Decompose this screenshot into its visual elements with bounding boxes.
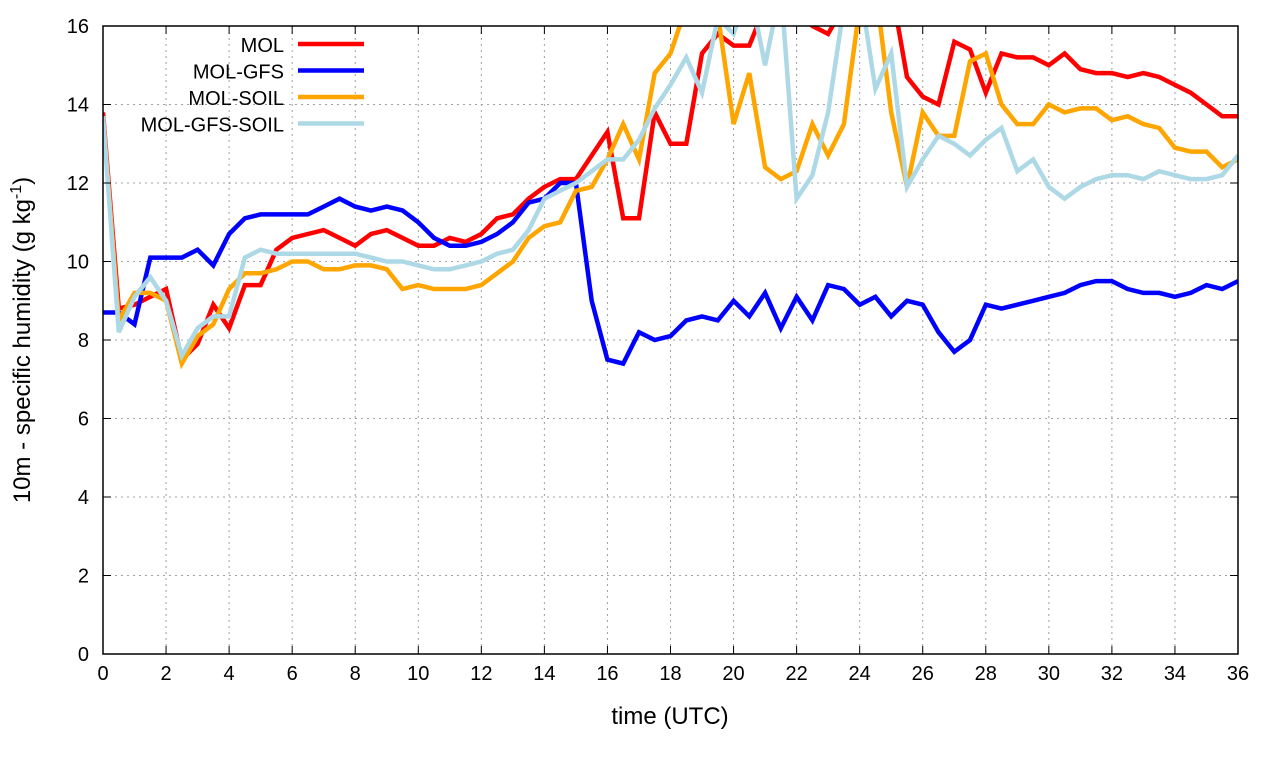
x-axis-label: time (UTC) bbox=[611, 703, 728, 730]
series-line-mol-soil bbox=[103, 26, 1238, 370]
x-tick-label: 6 bbox=[287, 663, 298, 685]
x-tick-label: 22 bbox=[785, 663, 807, 685]
series-line-mol-gfs bbox=[103, 180, 1238, 367]
x-tick-label: 24 bbox=[849, 663, 871, 685]
grid bbox=[103, 26, 1238, 654]
x-tick-label: 36 bbox=[1227, 663, 1249, 685]
x-tick-label: 16 bbox=[596, 663, 618, 685]
x-tick-label: 28 bbox=[975, 663, 997, 685]
legend-label: MOL-GFS-SOIL bbox=[141, 115, 284, 137]
y-tick-label: 6 bbox=[78, 409, 89, 431]
x-tick-label: 26 bbox=[912, 663, 934, 685]
legend-label: MOL-GFS bbox=[193, 62, 284, 84]
series-line-mol-gfs-soil bbox=[103, 26, 1238, 362]
x-tick-label: 12 bbox=[470, 663, 492, 685]
ticks: 0 2 4 6 8 10 12 14 16 18 20 22 24 26 28 30 32 34 360246810… bbox=[67, 16, 1249, 685]
x-tick-label: 32 bbox=[1101, 663, 1123, 685]
y-tick-label: 12 bbox=[67, 173, 89, 195]
legend-label: MOL bbox=[241, 35, 284, 57]
y-tick-label: 14 bbox=[67, 95, 89, 117]
series-lines bbox=[103, 26, 1238, 370]
x-tick-label: 20 bbox=[722, 663, 744, 685]
legend: MOL MOL-GFS MOL-SOIL MOL-GFS-SOIL bbox=[141, 35, 364, 137]
x-tick-label: 34 bbox=[1164, 663, 1186, 685]
y-tick-label: 4 bbox=[78, 487, 89, 509]
x-tick-label: 8 bbox=[350, 663, 361, 685]
x-tick-label: 0 bbox=[97, 663, 108, 685]
y-tick-label: 16 bbox=[67, 16, 89, 38]
x-tick-label: 2 bbox=[160, 663, 171, 685]
series-line-mol bbox=[103, 26, 1238, 365]
x-tick-label: 4 bbox=[224, 663, 235, 685]
legend-label: MOL-SOIL bbox=[188, 88, 284, 110]
y-axis-label: 10m - specific humidity (g kg-1) bbox=[8, 177, 36, 503]
y-tick-label: 10 bbox=[67, 252, 89, 274]
y-tick-label: 2 bbox=[78, 566, 89, 588]
y-tick-label: 8 bbox=[78, 330, 89, 352]
x-tick-label: 14 bbox=[533, 663, 555, 685]
x-tick-label: 30 bbox=[1038, 663, 1060, 685]
x-tick-label: 18 bbox=[659, 663, 681, 685]
x-tick-label: 10 bbox=[407, 663, 429, 685]
y-tick-label: 0 bbox=[78, 644, 89, 666]
